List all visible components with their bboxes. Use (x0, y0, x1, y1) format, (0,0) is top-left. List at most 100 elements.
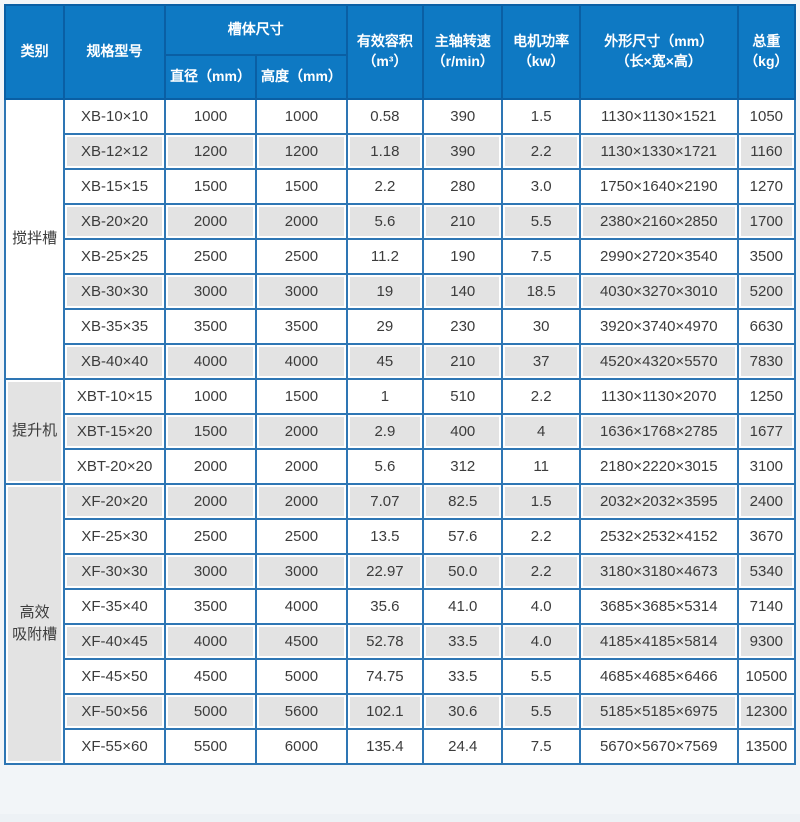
value-cell: 30.6 (422, 693, 504, 730)
model-cell: XF-25×30 (63, 518, 166, 555)
value-cell: 3500 (163, 588, 258, 625)
value-cell: 82.5 (422, 483, 504, 520)
value-cell: 10500 (736, 658, 797, 695)
value-cell: 9300 (736, 623, 797, 660)
table-row: XB-15×15 1500 1500 2.2 280 3.0 1750×1640×2190 1… (5, 168, 797, 205)
table-row: XF-50×56 5000 5600 102.1 30.6 5.5 5185×5185×69… (5, 693, 797, 730)
category-cell: 提升机 (3, 378, 66, 485)
value-cell: 11.2 (345, 238, 425, 275)
table-row: 提升机 XBT-10×15 1000 1500 1 510 2.2 1130×1130×207… (3, 378, 797, 485)
model-cell: XB-20×20 (63, 203, 166, 240)
value-cell: 1270 (736, 168, 797, 205)
value-cell: 2532×2532×4152 (578, 518, 739, 555)
value-cell: 7830 (736, 343, 797, 380)
value-cell: 29 (345, 308, 425, 345)
value-cell: 1130×1330×1721 (578, 133, 739, 170)
value-cell: 400 (422, 413, 504, 450)
value-cell: 280 (422, 168, 504, 205)
header-speed-line1: 主轴转速 (434, 33, 491, 50)
value-cell: 140 (422, 273, 504, 310)
value-cell: 2500 (255, 518, 348, 555)
value-cell: 5.6 (345, 448, 425, 485)
value-cell: 2000 (163, 448, 258, 485)
model-cell: XB-10×10 (63, 98, 166, 135)
value-cell: 5.5 (501, 203, 581, 240)
value-cell: 102.1 (345, 693, 425, 730)
value-cell: 1.5 (501, 483, 581, 520)
model-cell: XF-40×45 (63, 623, 166, 660)
value-cell: 4185×4185×5814 (578, 623, 739, 660)
value-cell: 4.0 (501, 623, 581, 660)
model-cell: XBT-20×20 (63, 448, 166, 485)
header-volume: 有效容积 （m³） (345, 4, 425, 100)
model-cell: XF-45×50 (63, 658, 166, 695)
value-cell: 2000 (255, 413, 348, 450)
table-row: XB-30×30 3000 3000 19 140 18.5 4030×3270×3010 5… (5, 273, 797, 310)
value-cell: 230 (422, 308, 504, 345)
value-cell: 2990×2720×3540 (578, 238, 739, 275)
value-cell: 5000 (163, 693, 258, 730)
value-cell: 1200 (163, 133, 258, 170)
table-body: 搅拌槽 XB-10×10 1000 1000 0.58 390 1.5 1130×1130×1… (3, 98, 797, 765)
value-cell: 1700 (736, 203, 797, 240)
value-cell: 5600 (255, 693, 348, 730)
value-cell: 1500 (255, 378, 348, 415)
value-cell: 210 (422, 343, 504, 380)
header-tank-size: 槽体尺寸 (163, 4, 348, 56)
header-power: 电机功率 （kw） (501, 4, 581, 100)
value-cell: 5.6 (345, 203, 425, 240)
value-cell: 3000 (255, 553, 348, 590)
table-row: XF-35×40 3500 4000 35.6 41.0 4.0 3685×3685×531… (5, 588, 797, 625)
value-cell: 2.2 (501, 518, 581, 555)
value-cell: 4000 (255, 343, 348, 380)
value-cell: 3000 (163, 273, 258, 310)
value-cell: 2000 (255, 203, 348, 240)
header-volume-line1: 有效容积 (356, 33, 413, 50)
value-cell: 3500 (255, 308, 348, 345)
value-cell: 3670 (736, 518, 797, 555)
value-cell: 390 (422, 98, 504, 135)
value-cell: 2380×2160×2850 (578, 203, 739, 240)
model-cell: XF-20×20 (63, 483, 166, 520)
value-cell: 1000 (163, 378, 258, 415)
value-cell: 3685×3685×5314 (578, 588, 739, 625)
value-cell: 24.4 (422, 728, 504, 765)
value-cell: 11 (501, 448, 581, 485)
value-cell: 3500 (736, 238, 797, 275)
value-cell: 5000 (255, 658, 348, 695)
value-cell: 2.9 (345, 413, 425, 450)
category-cell: 搅拌槽 (3, 98, 66, 380)
model-cell: XF-35×40 (63, 588, 166, 625)
value-cell: 57.6 (422, 518, 504, 555)
header-power-line2: （kw） (517, 53, 565, 69)
value-cell: 1677 (736, 413, 797, 450)
value-cell: 2500 (163, 238, 258, 275)
value-cell: 4000 (163, 343, 258, 380)
spec-table: 类别 规格型号 槽体尺寸 有效容积 （m³） 主轴转速 （r/min） 电机功率… (3, 4, 797, 765)
header-diameter: 直径（mm） (163, 54, 258, 100)
table-row: XF-40×45 4000 4500 52.78 33.5 4.0 4185×4185×58… (5, 623, 797, 660)
value-cell: 7.5 (501, 238, 581, 275)
table-row: XF-30×30 3000 3000 22.97 50.0 2.2 3180×3180×46… (5, 553, 797, 590)
table-row: XB-20×20 2000 2000 5.6 210 5.5 2380×2160×2850 1… (5, 203, 797, 240)
value-cell: 30 (501, 308, 581, 345)
value-cell: 2.2 (345, 168, 425, 205)
model-cell: XB-25×25 (63, 238, 166, 275)
value-cell: 1 (345, 378, 425, 415)
table-row: XB-25×25 2500 2500 11.2 190 7.5 2990×2720×3540… (5, 238, 797, 275)
value-cell: 2000 (163, 483, 258, 520)
value-cell: 4500 (163, 658, 258, 695)
value-cell: 1500 (163, 168, 258, 205)
value-cell: 5500 (163, 728, 258, 765)
table-row: XF-55×60 5500 6000 135.4 24.4 7.5 5670×5670×75… (5, 728, 797, 765)
header-power-line1: 电机功率 (513, 33, 570, 50)
value-cell: 1500 (255, 168, 348, 205)
table-row: XB-35×35 3500 3500 29 230 30 3920×3740×4970 663… (5, 308, 797, 345)
header-dimensions-line1: 外形尺寸（mm） (604, 33, 714, 50)
value-cell: 7.5 (501, 728, 581, 765)
value-cell: 6000 (255, 728, 348, 765)
value-cell: 2500 (163, 518, 258, 555)
model-cell: XB-35×35 (63, 308, 166, 345)
table-row: XBT-20×20 2000 2000 5.6 312 11 2180×2220×3015 3… (5, 448, 797, 485)
